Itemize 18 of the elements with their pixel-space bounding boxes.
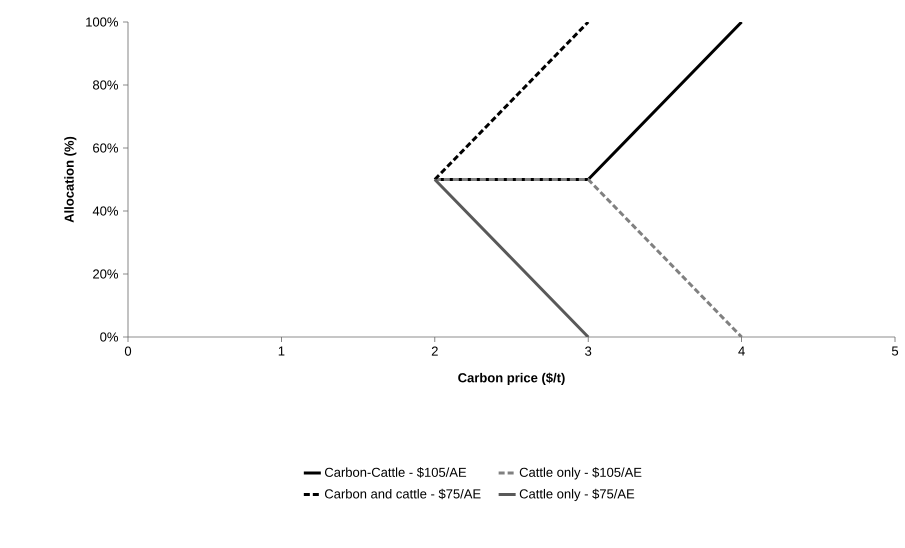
y-tick-label: 20%: [93, 269, 118, 279]
y-tick-label: 80%: [93, 80, 118, 90]
legend-label: Cattle only - $105/AE: [520, 467, 642, 480]
y-tick-label: 60%: [93, 143, 118, 153]
y-tick-label: 100%: [86, 17, 118, 27]
x-tick-label: 0: [124, 346, 132, 356]
y-tick-label: 0%: [100, 332, 118, 342]
x-tick-label: 4: [738, 346, 745, 356]
y-axis-title: Allocation (%): [64, 136, 76, 223]
x-tick-label: 1: [278, 346, 284, 356]
x-axis-title: Carbon price ($/t): [458, 372, 565, 385]
x-tick-label: 5: [892, 346, 898, 356]
x-tick-label: 2: [432, 346, 438, 356]
legend-label: Carbon-Cattle - $105/AE: [324, 467, 466, 478]
legend-label: Carbon and cattle - $75/AE: [324, 488, 481, 500]
x-tick-label: 3: [585, 346, 592, 356]
legend-label: Cattle only - $75/AE: [520, 488, 634, 502]
y-tick-label: 40%: [92, 206, 118, 216]
